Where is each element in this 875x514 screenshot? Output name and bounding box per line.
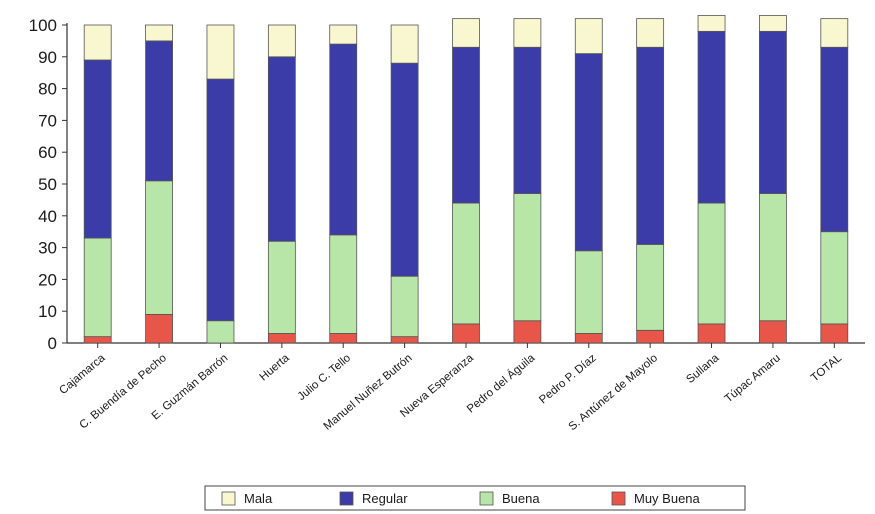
bar-segment-regular — [513, 46, 542, 194]
bar-segment-regular — [390, 62, 419, 277]
bar-segment-regular — [206, 78, 235, 322]
bar-stack — [83, 24, 112, 344]
category-label: Túpac Amaru — [723, 352, 783, 405]
bar-segment-buena — [697, 202, 726, 325]
bar-segment-regular — [636, 46, 665, 245]
y-tick-label: 60 — [38, 143, 57, 162]
bar-segment-mala — [145, 24, 173, 42]
bar-segment-buena — [329, 234, 358, 334]
bar-segment-muy-buena — [83, 336, 112, 344]
y-axis: 0 10 20 30 40 50 60 70 80 90 100 — [29, 16, 865, 353]
bar-stack — [267, 24, 296, 344]
bar-stack — [820, 18, 849, 344]
bar-segment-mala — [329, 24, 358, 45]
y-tick-label: 90 — [38, 48, 57, 67]
bar-segment-regular — [83, 59, 112, 239]
bar-stack — [636, 18, 665, 344]
bar-segment-muy-buena — [636, 329, 665, 344]
bar-segment-mala — [206, 24, 235, 80]
bar-stack — [390, 24, 419, 344]
bar-segment-regular — [329, 43, 358, 236]
bar-stack — [759, 15, 787, 344]
legend-label: Buena — [502, 491, 540, 506]
bar-segment-buena — [83, 237, 112, 338]
legend-swatch — [339, 491, 354, 506]
bar-segment-mala — [390, 24, 419, 64]
bar-segment-muy-buena — [267, 333, 296, 344]
bar-segment-muy-buena — [820, 323, 849, 344]
category-label: Sullana — [684, 352, 722, 386]
y-tick-label: 0 — [48, 334, 57, 353]
y-tick-label: 50 — [38, 175, 57, 194]
bar-stack — [513, 18, 542, 344]
bar-segment-mala — [574, 18, 603, 55]
bar-segment-buena — [145, 180, 173, 315]
bar-segment-muy-buena — [513, 320, 542, 344]
bar-segment-muy-buena — [697, 323, 726, 344]
bar-segment-regular — [145, 40, 173, 182]
bar-segment-regular — [574, 53, 603, 252]
bar-segment-regular — [267, 56, 296, 242]
bar-segment-mala — [697, 15, 726, 32]
y-tick-label: 100 — [29, 16, 57, 35]
bar-segment-muy-buena — [759, 320, 787, 344]
y-tick-label: 40 — [38, 207, 57, 226]
legend-label: Mala — [244, 491, 273, 506]
bar-stack — [206, 24, 235, 344]
legend-swatch — [221, 491, 236, 506]
legend: Mala Regular Buena Muy Buena — [204, 485, 746, 511]
bar-segment-regular — [759, 30, 787, 194]
bar-segment-mala — [452, 18, 480, 48]
bar-segment-muy-buena — [329, 333, 358, 344]
category-label: Pedro P. Díaz — [537, 352, 599, 406]
bar-segment-regular — [820, 46, 849, 233]
bar-segment-buena — [206, 320, 235, 344]
bar-stack — [145, 24, 173, 344]
bar-segment-buena — [636, 244, 665, 331]
bar-segment-mala — [759, 15, 787, 32]
bar-stack — [452, 18, 480, 344]
legend-swatch — [479, 491, 494, 506]
bar-stack — [697, 15, 726, 344]
bar-segment-buena — [820, 231, 849, 325]
bar-segment-buena — [390, 275, 419, 338]
bar-segment-regular — [697, 30, 726, 204]
bar-stack — [329, 24, 358, 344]
legend-label: Regular — [362, 491, 408, 506]
bar-segment-mala — [820, 18, 849, 48]
category-label: Julio C. Tello — [296, 352, 354, 403]
bar-segment-muy-buena — [574, 333, 603, 344]
y-tick-label: 30 — [38, 239, 57, 258]
bar-segment-buena — [759, 193, 787, 322]
bar-segment-mala — [83, 24, 112, 61]
y-tick-label: 10 — [38, 302, 57, 321]
bar-segment-buena — [574, 250, 603, 334]
bar-segment-regular — [452, 46, 480, 204]
category-label: TOTAL — [809, 352, 845, 385]
legend-label: Muy Buena — [634, 491, 701, 506]
bar-stack — [574, 18, 603, 344]
y-tick-label: 70 — [38, 111, 57, 130]
bar-segment-muy-buena — [145, 313, 173, 344]
bar-segment-muy-buena — [452, 323, 480, 344]
bar-segment-mala — [636, 18, 665, 48]
bar-segment-muy-buena — [390, 336, 419, 344]
legend-box — [204, 485, 746, 511]
category-label: Huerta — [258, 352, 293, 384]
category-label: Cajamarca — [57, 352, 108, 397]
bar-segment-mala — [513, 18, 542, 48]
bar-segment-mala — [267, 24, 296, 58]
legend-swatch — [611, 491, 626, 506]
y-tick-label: 80 — [38, 80, 57, 99]
bar-segment-buena — [513, 193, 542, 322]
y-tick-label: 20 — [38, 270, 57, 289]
bars — [83, 15, 849, 348]
bar-segment-buena — [267, 240, 296, 334]
bar-segment-buena — [452, 202, 480, 325]
